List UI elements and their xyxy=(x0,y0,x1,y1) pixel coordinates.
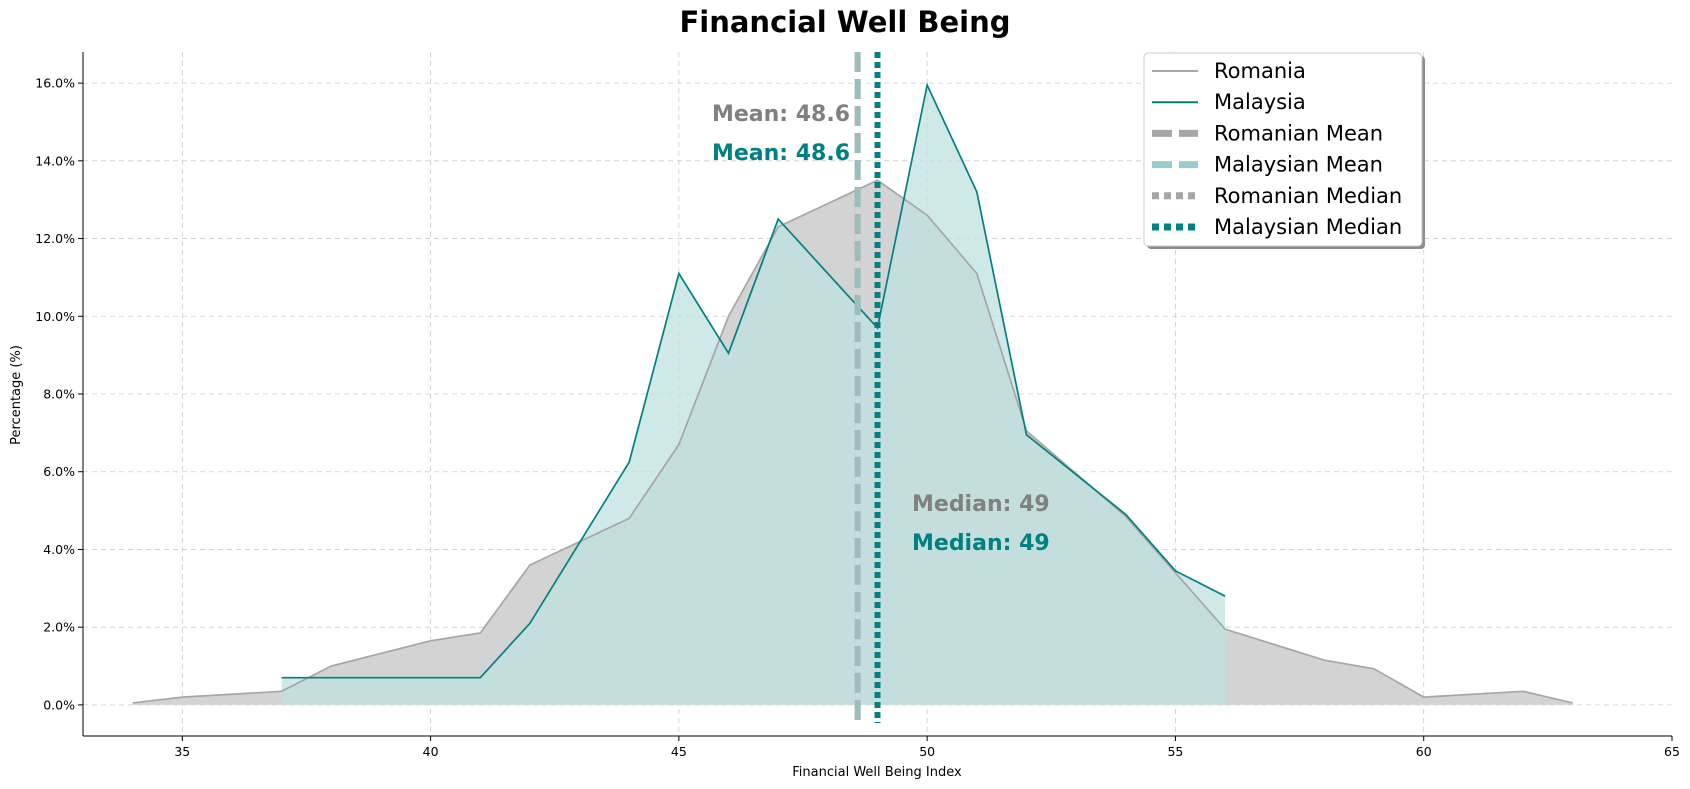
legend: Romania Malaysia Romanian Mean Malaysian Me… xyxy=(1143,52,1425,249)
legend-label: Malaysian Median xyxy=(1214,215,1402,239)
y-tick-label: 14.0% xyxy=(35,153,75,168)
x-tick-label: 65 xyxy=(1664,744,1680,759)
x-tick-label: 55 xyxy=(1167,744,1183,759)
x-tick-label: 35 xyxy=(174,744,190,759)
x-tick-label: 45 xyxy=(671,744,687,759)
annotations: Mean: 48.6 Mean: 48.6 Median: 49 Median:… xyxy=(712,102,1050,556)
y-tick-label: 4.0% xyxy=(43,542,75,557)
line-malaysia xyxy=(281,82,1226,679)
romanian-median-annotation: Median: 49 xyxy=(912,492,1050,517)
legend-label: Malaysia xyxy=(1214,90,1306,114)
legend-box xyxy=(1143,52,1423,247)
legend-label: Romanian Median xyxy=(1214,184,1402,208)
tick-labels: 35 40 45 50 55 60 65 0.0% 2.0% 4.0% 6.0% 8.0% 10.0% 1… xyxy=(35,76,1680,759)
y-tick-label: 12.0% xyxy=(35,231,75,246)
y-tick-label: 8.0% xyxy=(43,387,75,402)
series-lines xyxy=(132,82,1573,704)
y-tick-label: 6.0% xyxy=(43,464,75,479)
chart-title: Financial Well Being xyxy=(679,5,1010,39)
area-malaysia xyxy=(281,85,1226,705)
x-tick-label: 50 xyxy=(919,744,935,759)
romanian-mean-annotation: Mean: 48.6 xyxy=(712,102,850,127)
series-areas xyxy=(132,85,1573,705)
reference-lines xyxy=(854,52,881,723)
malaysian-median-annotation: Median: 49 xyxy=(912,531,1050,556)
legend-label: Romanian Mean xyxy=(1214,121,1383,145)
x-tick-label: 40 xyxy=(423,744,439,759)
y-tick-label: 16.0% xyxy=(35,76,75,91)
legend-label: Malaysian Mean xyxy=(1214,153,1383,177)
x-axis-label: Financial Well Being Index xyxy=(792,765,962,780)
y-axis-label: Percentage (%) xyxy=(9,345,24,445)
x-tick-label: 60 xyxy=(1416,744,1432,759)
malaysian-mean-annotation: Mean: 48.6 xyxy=(712,141,850,166)
line-romania xyxy=(132,179,1573,704)
y-tick-label: 2.0% xyxy=(43,620,75,635)
y-tick-label: 10.0% xyxy=(35,309,75,324)
y-tick-label: 0.0% xyxy=(43,697,75,712)
legend-label: Romania xyxy=(1214,59,1306,83)
